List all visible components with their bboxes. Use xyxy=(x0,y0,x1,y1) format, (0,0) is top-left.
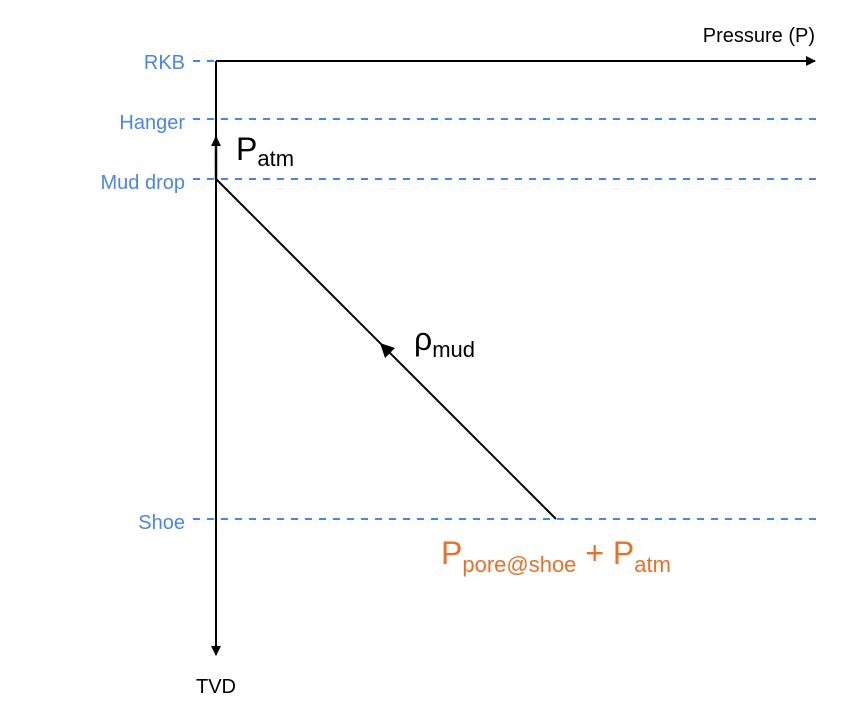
patm-main: P xyxy=(236,131,257,167)
pressure-axis-label: Pressure (P) xyxy=(703,25,815,47)
ppore-subscript: pore@shoe xyxy=(462,552,576,577)
patm-subscript: atm xyxy=(257,146,294,171)
mud-gradient-arrowhead xyxy=(380,343,395,358)
rho-main: ρ xyxy=(414,321,432,357)
patm2-main: P xyxy=(613,535,634,571)
rkb-label: RKB xyxy=(144,52,185,74)
ppore-main: P xyxy=(441,535,462,571)
shoe-label: Shoe xyxy=(138,512,185,534)
tvd-axis-label: TVD xyxy=(196,676,236,698)
hanger-label: Hanger xyxy=(119,112,185,134)
rho-mud-annotation: ρmud xyxy=(414,321,475,362)
patm-annotation: Patm xyxy=(236,131,294,171)
shoe-pressure-annotation: Ppore@shoe + Patm xyxy=(441,535,671,577)
mud-drop-label: Mud drop xyxy=(101,172,186,194)
rho-subscript: mud xyxy=(432,337,475,362)
patm2-subscript: atm xyxy=(634,552,671,577)
plus-sign: + xyxy=(576,535,612,571)
